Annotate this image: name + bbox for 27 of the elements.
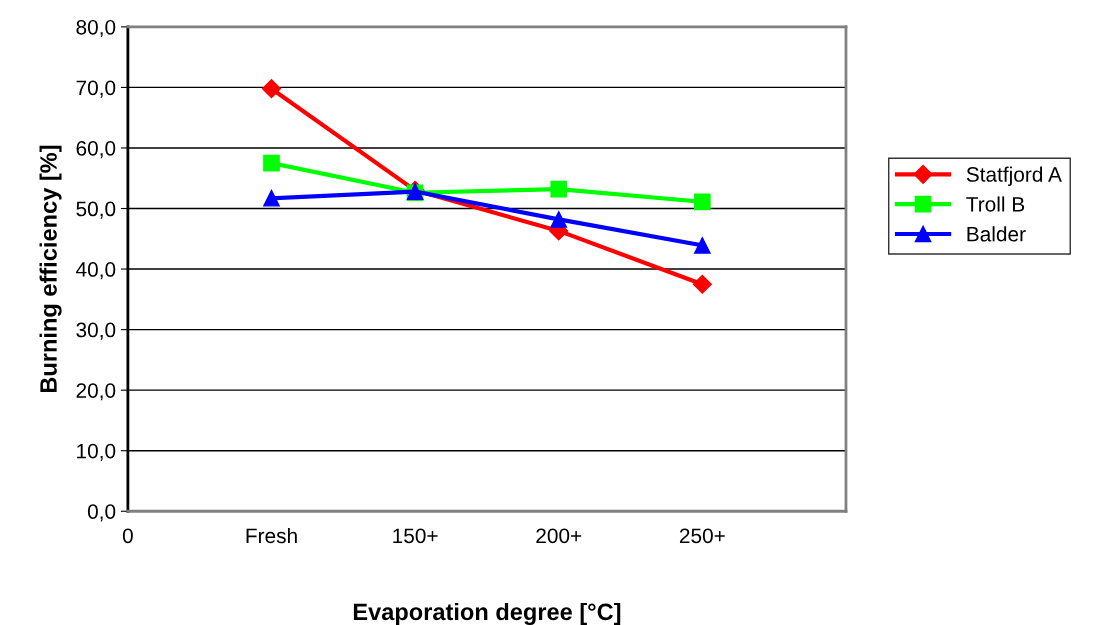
y-tick-label: 70,0 (76, 80, 116, 98)
y-tick-label: 50,0 (76, 201, 116, 219)
point (694, 193, 711, 211)
legend-label: Troll B (966, 196, 1025, 212)
y-tick-label: 80,0 (76, 19, 116, 38)
y-axis-title: Burning efficiency [%] (39, 145, 62, 393)
point (692, 274, 712, 294)
x-axis-title: Evaporation degree [°C] (353, 602, 621, 625)
x-tick-label: 150+ (393, 528, 438, 544)
y-tick-label: 30,0 (76, 322, 116, 340)
x-tick-label: 0 (122, 528, 133, 544)
point (261, 79, 282, 99)
y-tick-label: 40,0 (76, 262, 116, 280)
legend-label: Statfjord A (966, 166, 1062, 186)
point (263, 189, 280, 207)
x-tick-label: 250+ (679, 528, 725, 544)
legend-label: Balder (967, 226, 1026, 242)
point (263, 154, 280, 172)
x-tick-label: 200+ (536, 528, 582, 544)
point (694, 237, 711, 254)
y-tick-label: 60,0 (76, 140, 116, 159)
y-tick-label: 10,0 (77, 443, 116, 461)
x-tick-label: Fresh (246, 527, 297, 544)
y-tick-label: 0,0 (87, 504, 116, 522)
point (550, 211, 568, 228)
y-tick-label: 20,0 (76, 383, 116, 401)
point (550, 180, 568, 198)
